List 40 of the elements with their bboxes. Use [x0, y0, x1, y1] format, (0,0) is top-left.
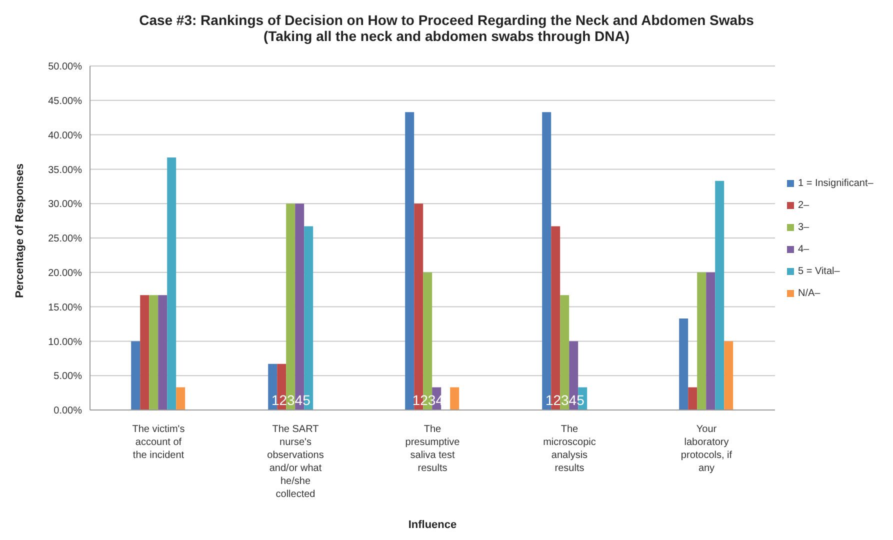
y-tick-label: 40.00% — [48, 130, 82, 142]
y-tick-label: 0.00% — [54, 406, 82, 417]
legend-label: N/A– — [798, 288, 820, 298]
bar — [167, 158, 176, 410]
y-axis-title: Percentage of Responses — [14, 164, 26, 298]
y-tick-label: 15.00% — [48, 302, 82, 314]
bar — [688, 387, 698, 410]
bar — [679, 318, 688, 410]
bar — [697, 272, 706, 410]
bar — [140, 295, 150, 410]
legend-label: 3– — [798, 222, 810, 232]
y-tick-label: 30.00% — [48, 199, 82, 210]
bar — [176, 387, 186, 410]
legend-label: 2– — [798, 200, 810, 210]
legend-label: 5 = Vital– — [798, 266, 840, 276]
x-tick-label: The microscopic analysis results — [543, 424, 596, 474]
bar — [715, 180, 724, 410]
chart-subtitle: (Taking all the neck and abdomen swabs through DNA) — [262, 28, 631, 44]
x-tick-label: The victim's account of the incident — [132, 424, 185, 461]
y-tick-label: 5.00% — [54, 371, 82, 382]
bar — [706, 272, 716, 410]
y-tick-label: 45.00% — [48, 96, 82, 107]
bar — [450, 387, 460, 410]
x-axis-title: Influence — [408, 519, 457, 531]
x-tick-label: The SART nurse's observations and/or what he/she collected — [267, 424, 324, 500]
y-tick-label: 10.00% — [48, 336, 82, 348]
bar — [405, 112, 414, 410]
bar — [131, 341, 140, 410]
y-tick-label: 20.00% — [48, 268, 82, 279]
legend-label: 1 = Insignificant– — [798, 178, 874, 188]
bar — [149, 295, 158, 410]
x-tick-label: Your laboratory protocols, if any — [680, 424, 732, 474]
chart-title: Case #3: Rankings of Decision on How to Proceed Regarding the Neck and Abdomen Swabs — [138, 12, 755, 28]
y-tick-label: 50.00% — [48, 62, 82, 73]
bar — [158, 295, 168, 410]
legend-label: 4– — [798, 244, 810, 254]
bar — [724, 341, 734, 410]
y-tick-label: 35.00% — [48, 164, 82, 176]
x-tick-label: The presumptive saliva test results — [405, 424, 460, 474]
y-tick-label: 25.00% — [48, 234, 82, 245]
